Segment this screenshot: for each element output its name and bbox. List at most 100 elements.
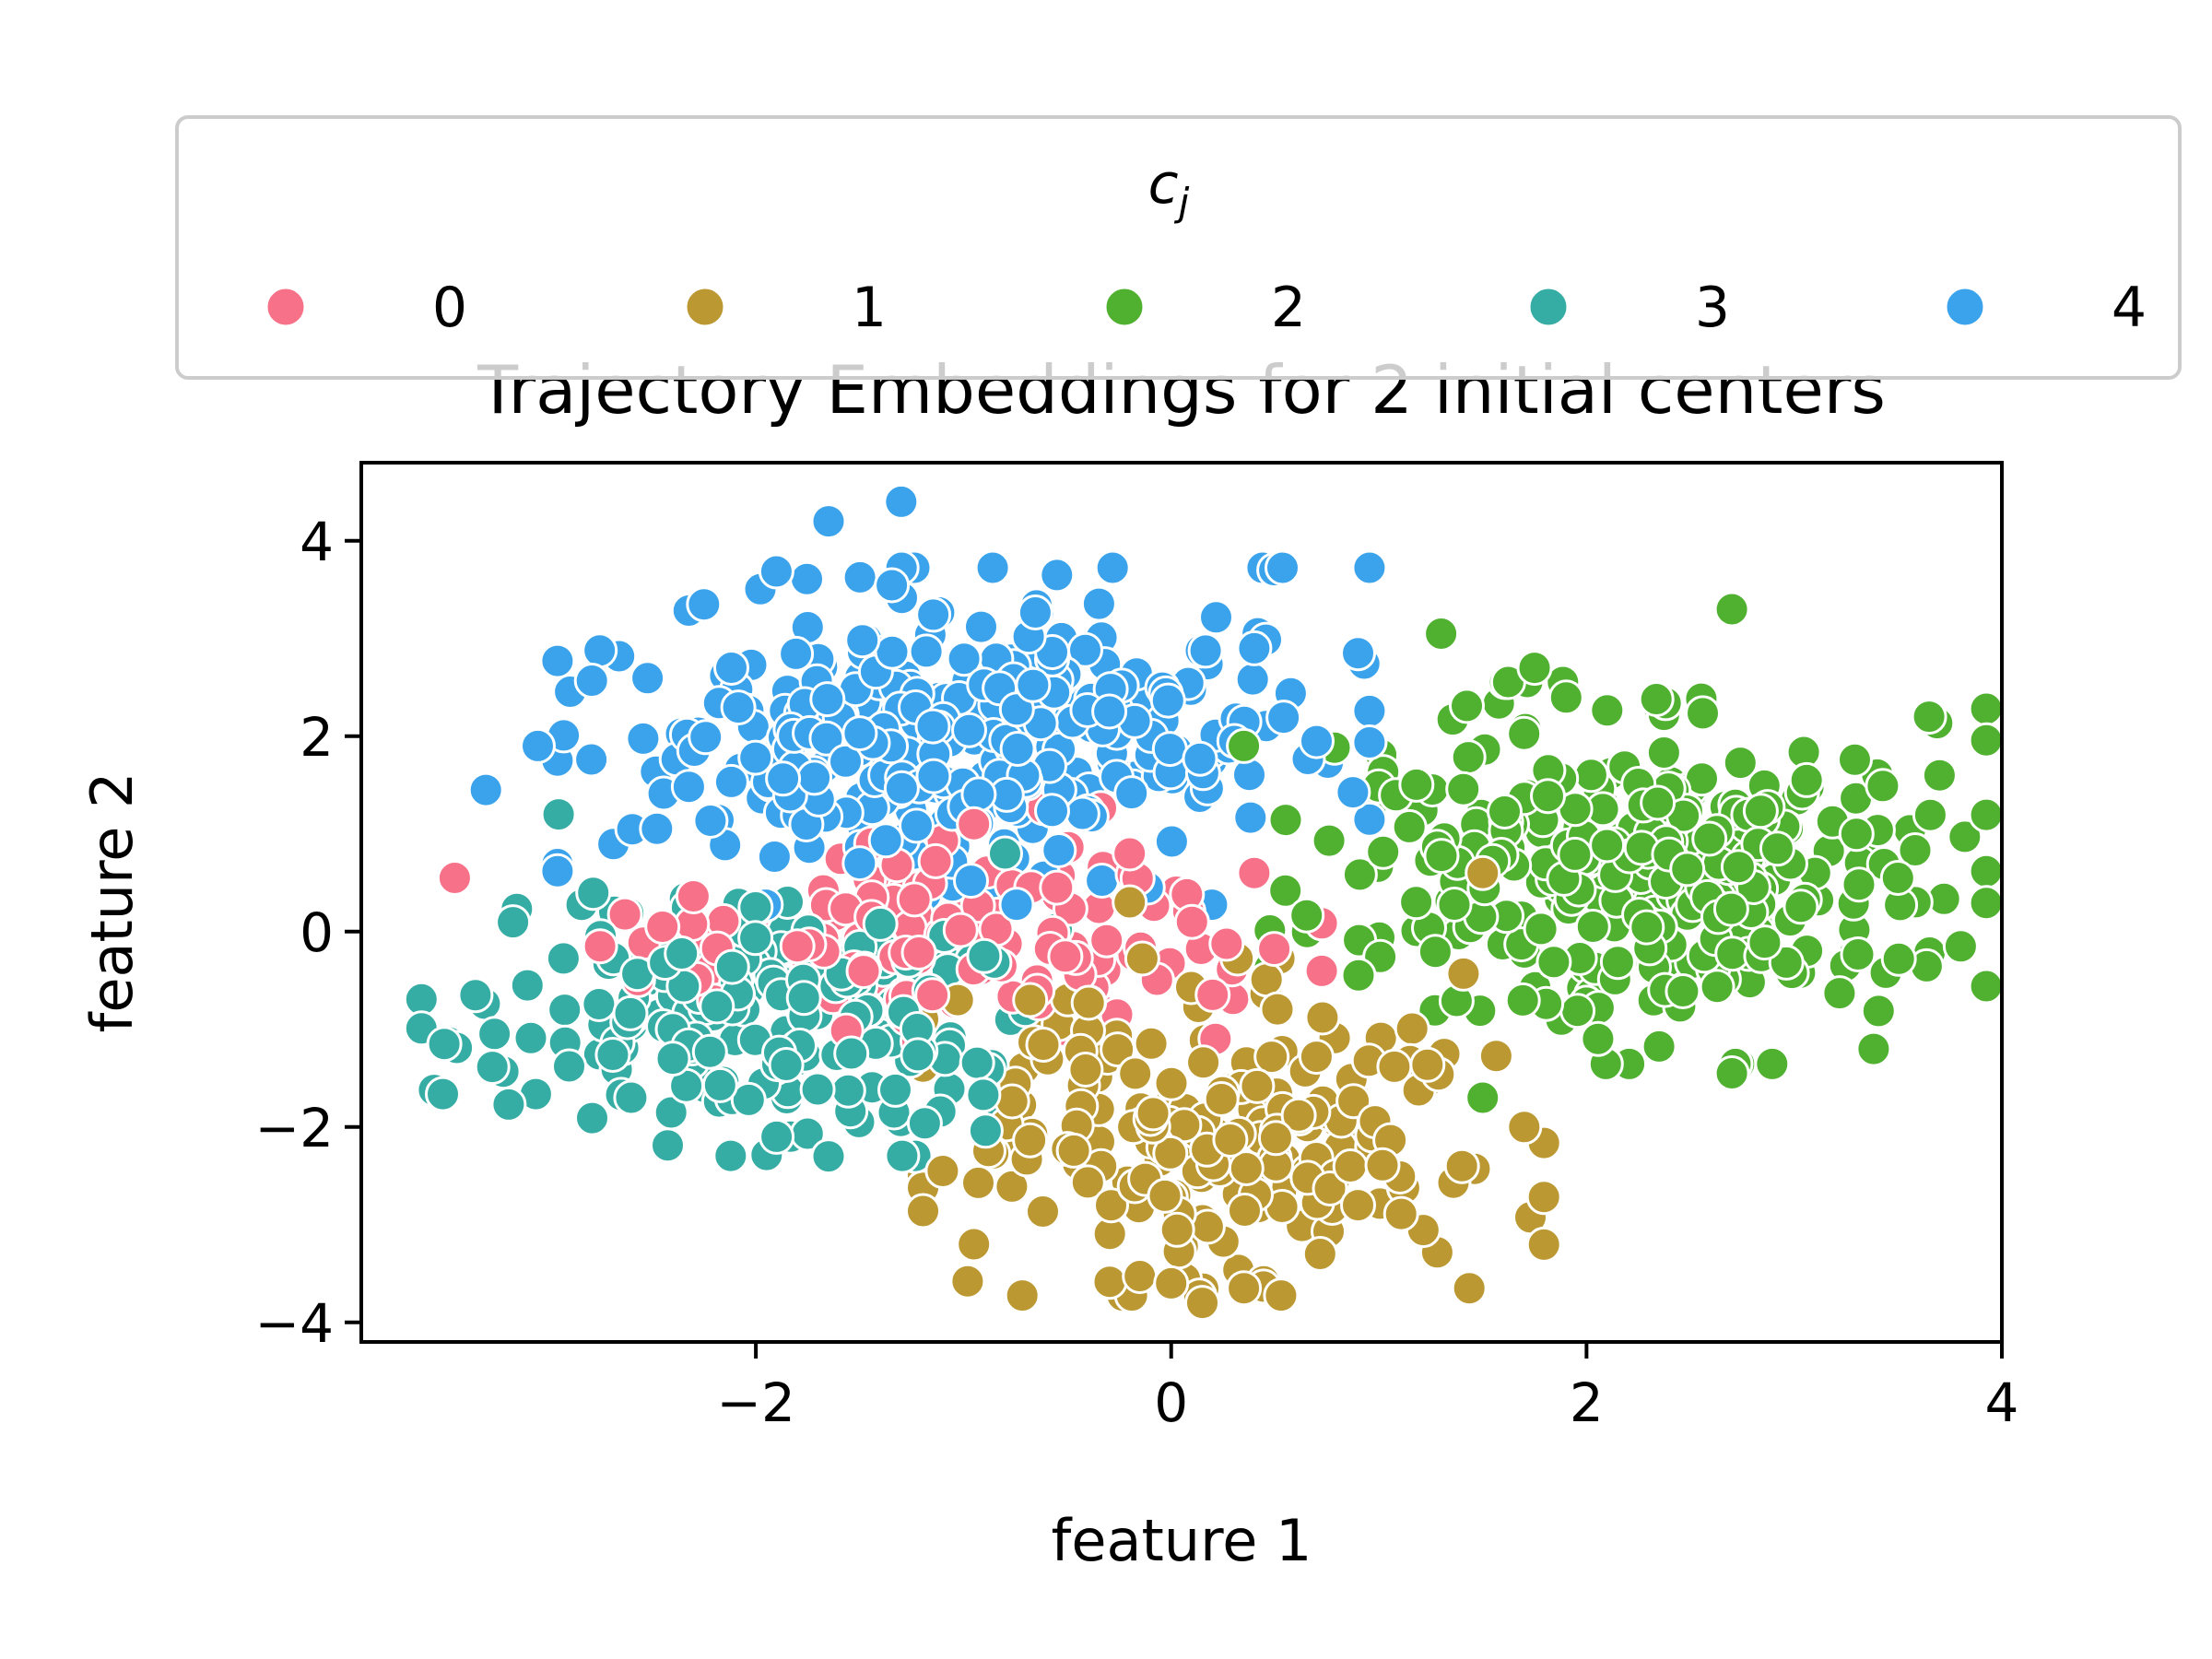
plot-frame — [359, 461, 2004, 1344]
scatter-point-series-1 — [1506, 1109, 1543, 1146]
y-tick-label: 0 — [300, 901, 334, 964]
y-tick-label: −4 — [255, 1292, 335, 1355]
scatter-point-series-4 — [1234, 661, 1271, 698]
legend-marker — [1103, 286, 1146, 328]
scatter-point-series-2 — [1341, 856, 1378, 893]
scatter-point-series-1 — [1117, 1055, 1154, 1092]
scatter-point-series-2 — [1559, 993, 1596, 1030]
scatter-point-series-3 — [653, 1094, 689, 1131]
legend-item-3: 3 — [1527, 276, 1730, 340]
scatter-point-series-1 — [1259, 991, 1296, 1028]
scatter-point-series-4 — [520, 727, 556, 764]
scatter-point-series-1 — [1376, 1048, 1413, 1085]
scatter-point-series-1 — [1153, 1065, 1190, 1101]
scatter-point-series-0 — [1256, 931, 1293, 968]
scatter-point-series-1 — [960, 1164, 996, 1201]
scatter-point-series-2 — [1665, 973, 1701, 1009]
scatter-point-series-3 — [474, 1049, 511, 1086]
scatter-point-series-2 — [1742, 793, 1779, 830]
scatter-point-series-4 — [963, 608, 999, 645]
scatter-point-series-3 — [810, 1138, 847, 1175]
scatter-point-series-4 — [844, 622, 881, 659]
scatter-point-series-2 — [1821, 975, 1858, 1012]
scatter-point-series-3 — [730, 1081, 767, 1118]
scatter-point-series-0 — [606, 896, 643, 933]
scatter-point-series-1 — [1248, 961, 1285, 998]
scatter-point-series-0 — [675, 878, 712, 914]
scatter-point-series-4 — [810, 503, 847, 540]
scatter-point-series-2 — [1629, 909, 1665, 946]
scatter-point-series-4 — [1231, 757, 1267, 794]
scatter-point-series-3 — [551, 1048, 587, 1085]
scatter-point-series-4 — [629, 660, 666, 697]
scatter-point-series-2 — [1968, 853, 2002, 889]
scatter-point-series-2 — [1535, 944, 1572, 981]
scatter-point-series-2 — [1504, 982, 1541, 1018]
scatter-point-series-4 — [1064, 795, 1100, 832]
scatter-point-series-1 — [1147, 1177, 1183, 1214]
scatter-point-series-0 — [1112, 835, 1148, 872]
scatter-point-series-0 — [582, 928, 618, 965]
scatter-point-series-0 — [436, 860, 473, 896]
scatter-point-series-2 — [1720, 849, 1757, 886]
scatter-point-series-1 — [1112, 884, 1148, 921]
x-tick-label: 0 — [1154, 1371, 1188, 1434]
legend-items: 0 1 2 3 4 — [265, 276, 2147, 340]
legend-item-2: 2 — [1103, 276, 1306, 340]
scatter-point-series-2 — [1645, 735, 1682, 771]
scatter-point-series-2 — [1788, 761, 1825, 798]
scatter-point-series-2 — [1530, 778, 1566, 815]
scatter-point-series-3 — [477, 1016, 513, 1053]
scatter-point-series-2 — [1423, 838, 1460, 875]
scatter-point-series-1 — [1477, 1038, 1514, 1075]
scatter-point-series-4 — [874, 567, 911, 604]
scatter-point-series-1 — [1280, 1097, 1317, 1134]
scatter-point-series-1 — [1055, 1132, 1092, 1169]
scatter-point-series-3 — [495, 904, 532, 941]
scatter-point-series-2 — [1840, 936, 1877, 972]
scatter-point-series-2 — [1879, 860, 1916, 896]
scatter-point-series-4 — [998, 887, 1035, 924]
scatter-point-series-1 — [1070, 984, 1107, 1021]
scatter-point-series-4 — [713, 650, 749, 686]
scatter-point-series-1 — [1364, 1147, 1401, 1183]
scatter-point-series-4 — [720, 689, 757, 726]
scatter-point-series-4 — [1094, 549, 1131, 586]
x-tick-label: −2 — [716, 1371, 795, 1434]
scatter-point-series-4 — [688, 719, 724, 756]
legend-label: 4 — [2112, 276, 2147, 340]
legend-item-1: 1 — [684, 276, 887, 340]
scatter-point-series-4 — [1299, 723, 1335, 759]
scatter-point-series-3 — [540, 796, 577, 833]
scatter-point-series-4 — [1039, 557, 1076, 594]
scatter-point-series-4 — [841, 715, 878, 752]
scatter-point-series-4 — [625, 720, 662, 757]
scatter-point-series-1 — [905, 1193, 941, 1230]
scatter-point-series-1 — [1135, 1095, 1171, 1132]
scatter-point-series-4 — [1041, 832, 1077, 868]
scatter-point-series-4 — [1351, 724, 1388, 760]
legend-marker — [265, 286, 307, 328]
scatter-point-series-3 — [594, 1037, 631, 1073]
scatter-point-series-1 — [1212, 1122, 1249, 1158]
scatter-point-series-1 — [1304, 999, 1341, 1036]
scatter-point-series-1 — [1122, 1258, 1159, 1294]
scatter-point-series-4 — [539, 642, 576, 679]
scatter-point-series-1 — [1184, 1285, 1220, 1322]
scatter-point-series-3 — [509, 967, 546, 1004]
scatter-point-series-3 — [862, 905, 899, 942]
scatter-point-series-4 — [539, 853, 576, 889]
scatter-point-series-3 — [457, 977, 494, 1014]
scatter-point-series-2 — [1436, 887, 1473, 923]
scatter-point-series-1 — [1091, 1264, 1128, 1300]
scatter-point-series-0 — [956, 806, 993, 842]
scatter-point-series-4 — [883, 483, 920, 520]
scatter-point-series-2 — [1398, 766, 1435, 803]
scatter-point-series-4 — [1015, 666, 1052, 703]
legend-label: 2 — [1271, 276, 1306, 340]
scatter-point-series-4 — [765, 760, 802, 797]
scatter-point-series-4 — [1351, 549, 1388, 586]
scatter-point-series-2 — [1417, 934, 1453, 971]
scatter-point-series-3 — [574, 1100, 610, 1136]
scatter-point-series-2 — [1921, 757, 1958, 794]
